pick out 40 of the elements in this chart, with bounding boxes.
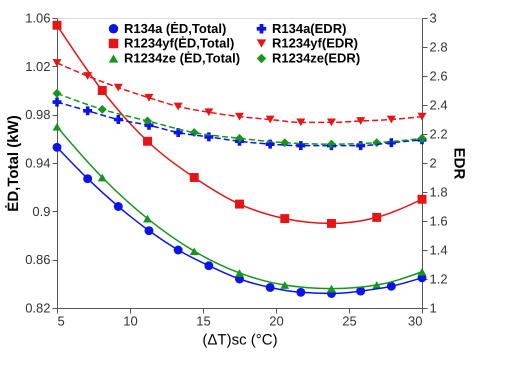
point — [356, 117, 366, 125]
legend-label: R134a (ĖD,Total) — [124, 20, 226, 36]
y-tick-label: 1.02 — [25, 58, 50, 74]
y-tick-label: 0.9 — [32, 204, 50, 219]
y2-tick-label: 1.6 — [430, 214, 448, 228]
y2-tick-label: 3 — [430, 10, 437, 26]
y2-tick-label: 2.4 — [430, 98, 448, 112]
y-tick-label: 0.82 — [25, 300, 50, 316]
legend-label: R1234yf(EDR) — [272, 36, 358, 50]
y2-tick-label: 2.6 — [430, 68, 448, 84]
x-tick-label: 30 — [408, 314, 422, 328]
y2-tick-label: 1.8 — [430, 184, 448, 200]
y-tick-label: 0.94 — [25, 156, 50, 170]
y2-tick-label: 1.2 — [430, 272, 448, 286]
y2-tick-label: 2.2 — [430, 126, 448, 142]
legend-label: R1234ze(EDR) — [272, 50, 360, 66]
y-axis-title: ĖD,Total (kW) — [5, 115, 22, 212]
point — [204, 108, 214, 116]
y2-tick-label: 1.4 — [430, 242, 448, 258]
y-tick-label: 0.98 — [25, 107, 50, 122]
point — [52, 59, 62, 67]
point — [83, 72, 92, 80]
point — [52, 98, 62, 107]
legend-label: R134a(EDR) — [272, 20, 346, 36]
y2-axis-title: EDR — [450, 148, 468, 180]
y2-tick-label: 2 — [430, 156, 437, 170]
x-axis-title: (ΔT)sc (°C) — [202, 332, 278, 348]
point — [266, 116, 275, 124]
x-tick-label: 5 — [58, 314, 65, 328]
x-tick-label: 10 — [123, 314, 138, 328]
y-tick-label: 0.86 — [25, 252, 50, 268]
legend-label: R1234ze (ĖD,Total) — [124, 50, 240, 66]
y2-tick-label: 1 — [430, 300, 437, 316]
x-tick-label: 20 — [269, 314, 284, 328]
x-tick-label: 15 — [196, 314, 211, 328]
y2-tick-label: 2.8 — [430, 40, 448, 54]
x-tick-label: 25 — [342, 314, 357, 328]
y-tick-label: 1.06 — [25, 10, 50, 26]
point — [418, 112, 426, 120]
legend-label: R1234yf(ĖD,Total) — [124, 36, 234, 50]
